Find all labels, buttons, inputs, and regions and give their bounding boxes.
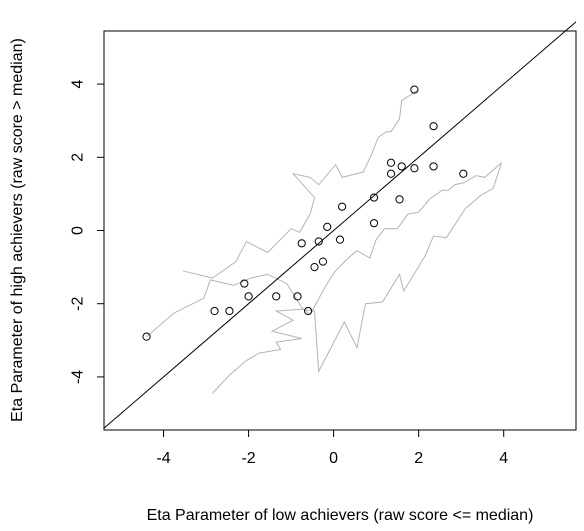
data-point (369, 219, 379, 228)
x-axis: -4 -2 0 2 4 (156, 429, 508, 467)
data-point (293, 292, 302, 301)
data-point (338, 202, 347, 211)
y-axis: -4 -2 0 2 4 (70, 80, 105, 384)
data-point (429, 122, 438, 131)
confidence-bands (146, 89, 503, 394)
lower-band-line (146, 162, 502, 338)
data-point (310, 263, 319, 272)
data-point (410, 85, 419, 94)
data-point (225, 306, 234, 316)
data-point (386, 158, 396, 167)
data-point (369, 193, 379, 202)
y-tick-label: 2 (70, 153, 87, 162)
data-points (142, 85, 468, 341)
data-point (272, 292, 281, 301)
y-tick-label: 0 (70, 226, 87, 235)
x-tick-label: 0 (329, 450, 338, 467)
data-point (335, 235, 345, 244)
data-point (240, 279, 249, 288)
x-tick-label: -4 (156, 450, 170, 467)
identity-line (103, 21, 577, 429)
y-tick-label: 4 (70, 80, 87, 89)
x-tick-label: 4 (499, 450, 508, 467)
data-point (142, 332, 151, 341)
y-axis-label: Eta Parameter of high achievers (raw sco… (9, 38, 26, 422)
data-point (429, 162, 438, 171)
data-point (210, 306, 219, 316)
data-point (318, 257, 328, 266)
plot-frame (103, 30, 577, 431)
y-tick-label: -2 (70, 297, 87, 311)
x-axis-label: Eta Parameter of low achievers (raw scor… (147, 507, 534, 524)
data-point (397, 162, 406, 171)
upper-band-line (182, 89, 419, 279)
data-point (386, 169, 396, 178)
data-point (410, 164, 419, 173)
lower-band-tail-line (212, 162, 503, 394)
data-point (459, 169, 468, 178)
x-tick-label: -2 (241, 450, 255, 467)
x-tick-label: 2 (414, 450, 423, 467)
data-point (323, 222, 332, 231)
data-point (395, 195, 404, 204)
data-point (304, 306, 313, 316)
y-tick-label: -4 (70, 370, 87, 384)
data-point (314, 237, 323, 246)
data-point (244, 292, 253, 301)
data-point (297, 239, 306, 248)
